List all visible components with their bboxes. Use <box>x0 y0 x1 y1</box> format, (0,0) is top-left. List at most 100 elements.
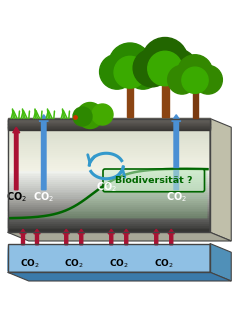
Bar <box>8 120 210 121</box>
Bar <box>8 141 210 143</box>
FancyArrow shape <box>13 127 20 190</box>
Polygon shape <box>8 272 231 281</box>
Bar <box>8 118 210 120</box>
Bar <box>8 173 210 175</box>
Bar <box>8 164 210 166</box>
Bar <box>8 167 210 170</box>
Bar <box>8 122 210 123</box>
Text: CO$_2$: CO$_2$ <box>6 190 27 204</box>
Bar <box>8 137 210 139</box>
Circle shape <box>109 43 151 86</box>
Circle shape <box>178 55 212 90</box>
Circle shape <box>159 49 197 87</box>
Circle shape <box>168 65 196 94</box>
Bar <box>8 119 210 120</box>
Circle shape <box>133 49 171 87</box>
Bar <box>8 171 210 174</box>
Bar <box>8 219 210 221</box>
Bar <box>8 156 210 158</box>
Bar <box>162 79 168 117</box>
Bar <box>8 230 210 232</box>
Circle shape <box>77 102 103 128</box>
FancyArrow shape <box>39 115 48 190</box>
Bar <box>8 226 210 228</box>
FancyArrow shape <box>123 229 130 245</box>
Bar <box>8 215 210 217</box>
Bar <box>8 211 210 213</box>
Bar <box>8 194 210 196</box>
Text: CO$_2$: CO$_2$ <box>33 190 54 204</box>
Bar <box>8 119 210 121</box>
Polygon shape <box>210 118 231 241</box>
Bar <box>8 145 210 147</box>
Bar <box>8 150 210 153</box>
Bar <box>8 257 210 270</box>
Bar <box>8 166 210 168</box>
Bar <box>8 251 210 270</box>
Bar <box>8 269 210 270</box>
Circle shape <box>114 56 146 88</box>
FancyArrow shape <box>153 229 160 245</box>
Text: CO$_2$: CO$_2$ <box>96 180 117 194</box>
Bar <box>8 160 210 162</box>
Text: CO$_2$: CO$_2$ <box>154 258 174 270</box>
Bar <box>8 143 210 145</box>
Bar <box>8 169 210 172</box>
Bar <box>8 118 210 119</box>
Bar <box>8 261 210 270</box>
Bar <box>8 125 210 126</box>
Bar <box>8 128 210 130</box>
Text: CO$_2$: CO$_2$ <box>20 258 40 270</box>
Bar <box>8 148 210 151</box>
Bar <box>8 267 210 270</box>
Bar <box>8 264 210 270</box>
Circle shape <box>126 54 160 89</box>
Bar <box>8 198 210 200</box>
Bar <box>8 270 210 272</box>
FancyArrow shape <box>34 229 40 245</box>
Bar <box>8 263 210 270</box>
Bar <box>8 177 210 179</box>
Bar <box>8 247 210 270</box>
Bar <box>8 154 210 156</box>
Bar <box>8 186 210 189</box>
Polygon shape <box>210 243 231 281</box>
Bar <box>8 205 210 208</box>
Bar <box>8 120 210 122</box>
Circle shape <box>73 107 92 126</box>
Bar <box>8 228 210 230</box>
Bar <box>8 196 210 198</box>
Bar <box>8 249 210 270</box>
Circle shape <box>92 104 113 125</box>
Circle shape <box>182 67 208 93</box>
Bar <box>8 124 210 126</box>
FancyArrow shape <box>172 115 181 190</box>
Bar <box>127 82 133 117</box>
Bar <box>8 255 210 270</box>
FancyArrow shape <box>63 229 70 245</box>
Bar <box>8 256 210 270</box>
Bar <box>8 122 210 124</box>
Bar <box>8 268 210 270</box>
Bar <box>192 90 198 118</box>
Circle shape <box>194 65 222 94</box>
Bar <box>8 209 210 212</box>
FancyArrow shape <box>20 229 26 245</box>
Bar <box>8 245 210 270</box>
Bar <box>8 265 210 270</box>
Bar <box>8 251 210 270</box>
Bar <box>8 270 210 271</box>
Bar <box>8 185 210 187</box>
Bar <box>8 152 210 155</box>
Bar <box>8 200 210 202</box>
Bar <box>8 246 210 270</box>
Bar <box>8 253 210 270</box>
Bar <box>8 183 210 185</box>
Bar <box>8 139 210 141</box>
Bar <box>8 248 210 270</box>
Bar <box>8 133 210 136</box>
Bar <box>8 262 210 270</box>
Bar <box>8 202 210 204</box>
FancyArrow shape <box>168 229 174 245</box>
Bar <box>8 131 210 134</box>
